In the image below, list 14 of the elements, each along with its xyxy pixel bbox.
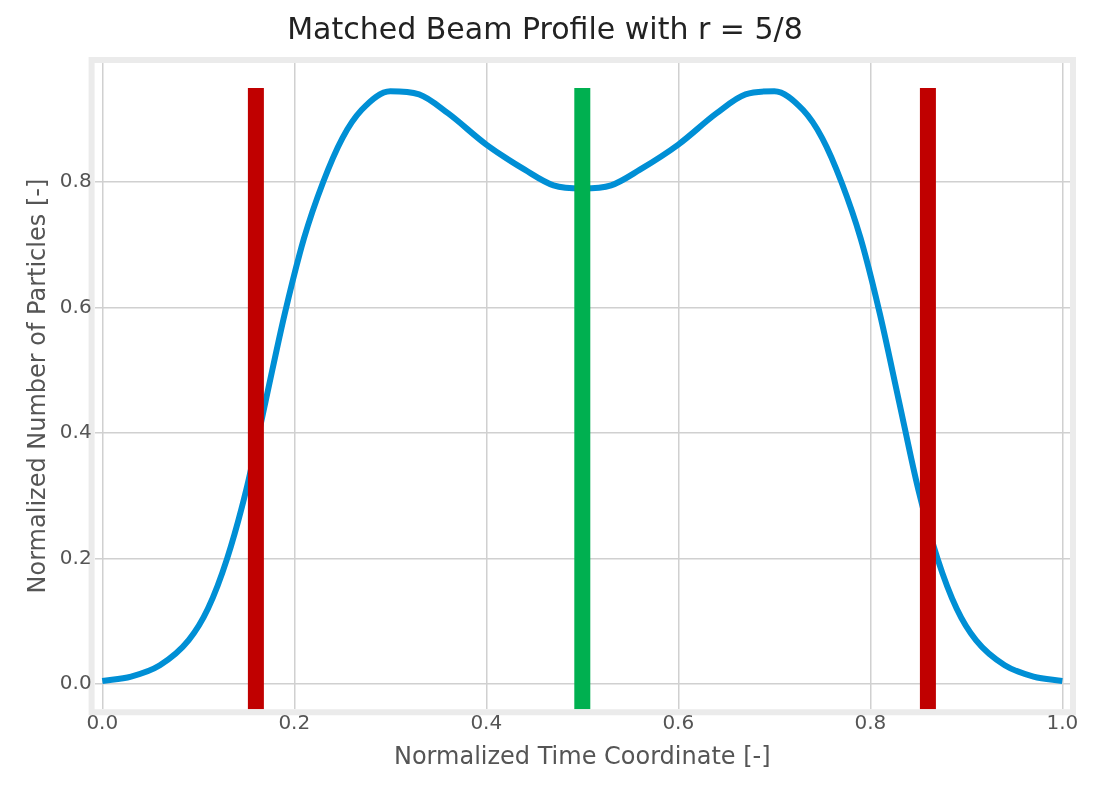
x-tick-label: 0.0 bbox=[86, 710, 119, 735]
y-tick-label: 0.0 bbox=[59, 670, 92, 695]
y-tick-label: 0.6 bbox=[59, 293, 92, 318]
x-tick-label: 1.0 bbox=[1046, 710, 1079, 735]
x-tick-label: 0.8 bbox=[854, 710, 887, 735]
x-tick-label: 0.4 bbox=[470, 710, 503, 735]
x-axis-title: Normalized Time Coordinate [-] bbox=[393, 741, 771, 770]
y-tick-label: 0.8 bbox=[59, 168, 92, 193]
chart-title: Matched Beam Profile with r = 5/8 bbox=[287, 10, 803, 46]
x-tick-label: 0.2 bbox=[278, 710, 311, 735]
y-tick-label: 0.4 bbox=[59, 419, 92, 444]
y-axis-title: Normalized Number of Particles [-] bbox=[22, 178, 51, 594]
y-tick-label: 0.2 bbox=[59, 544, 92, 569]
x-tick-label: 0.6 bbox=[662, 710, 695, 735]
